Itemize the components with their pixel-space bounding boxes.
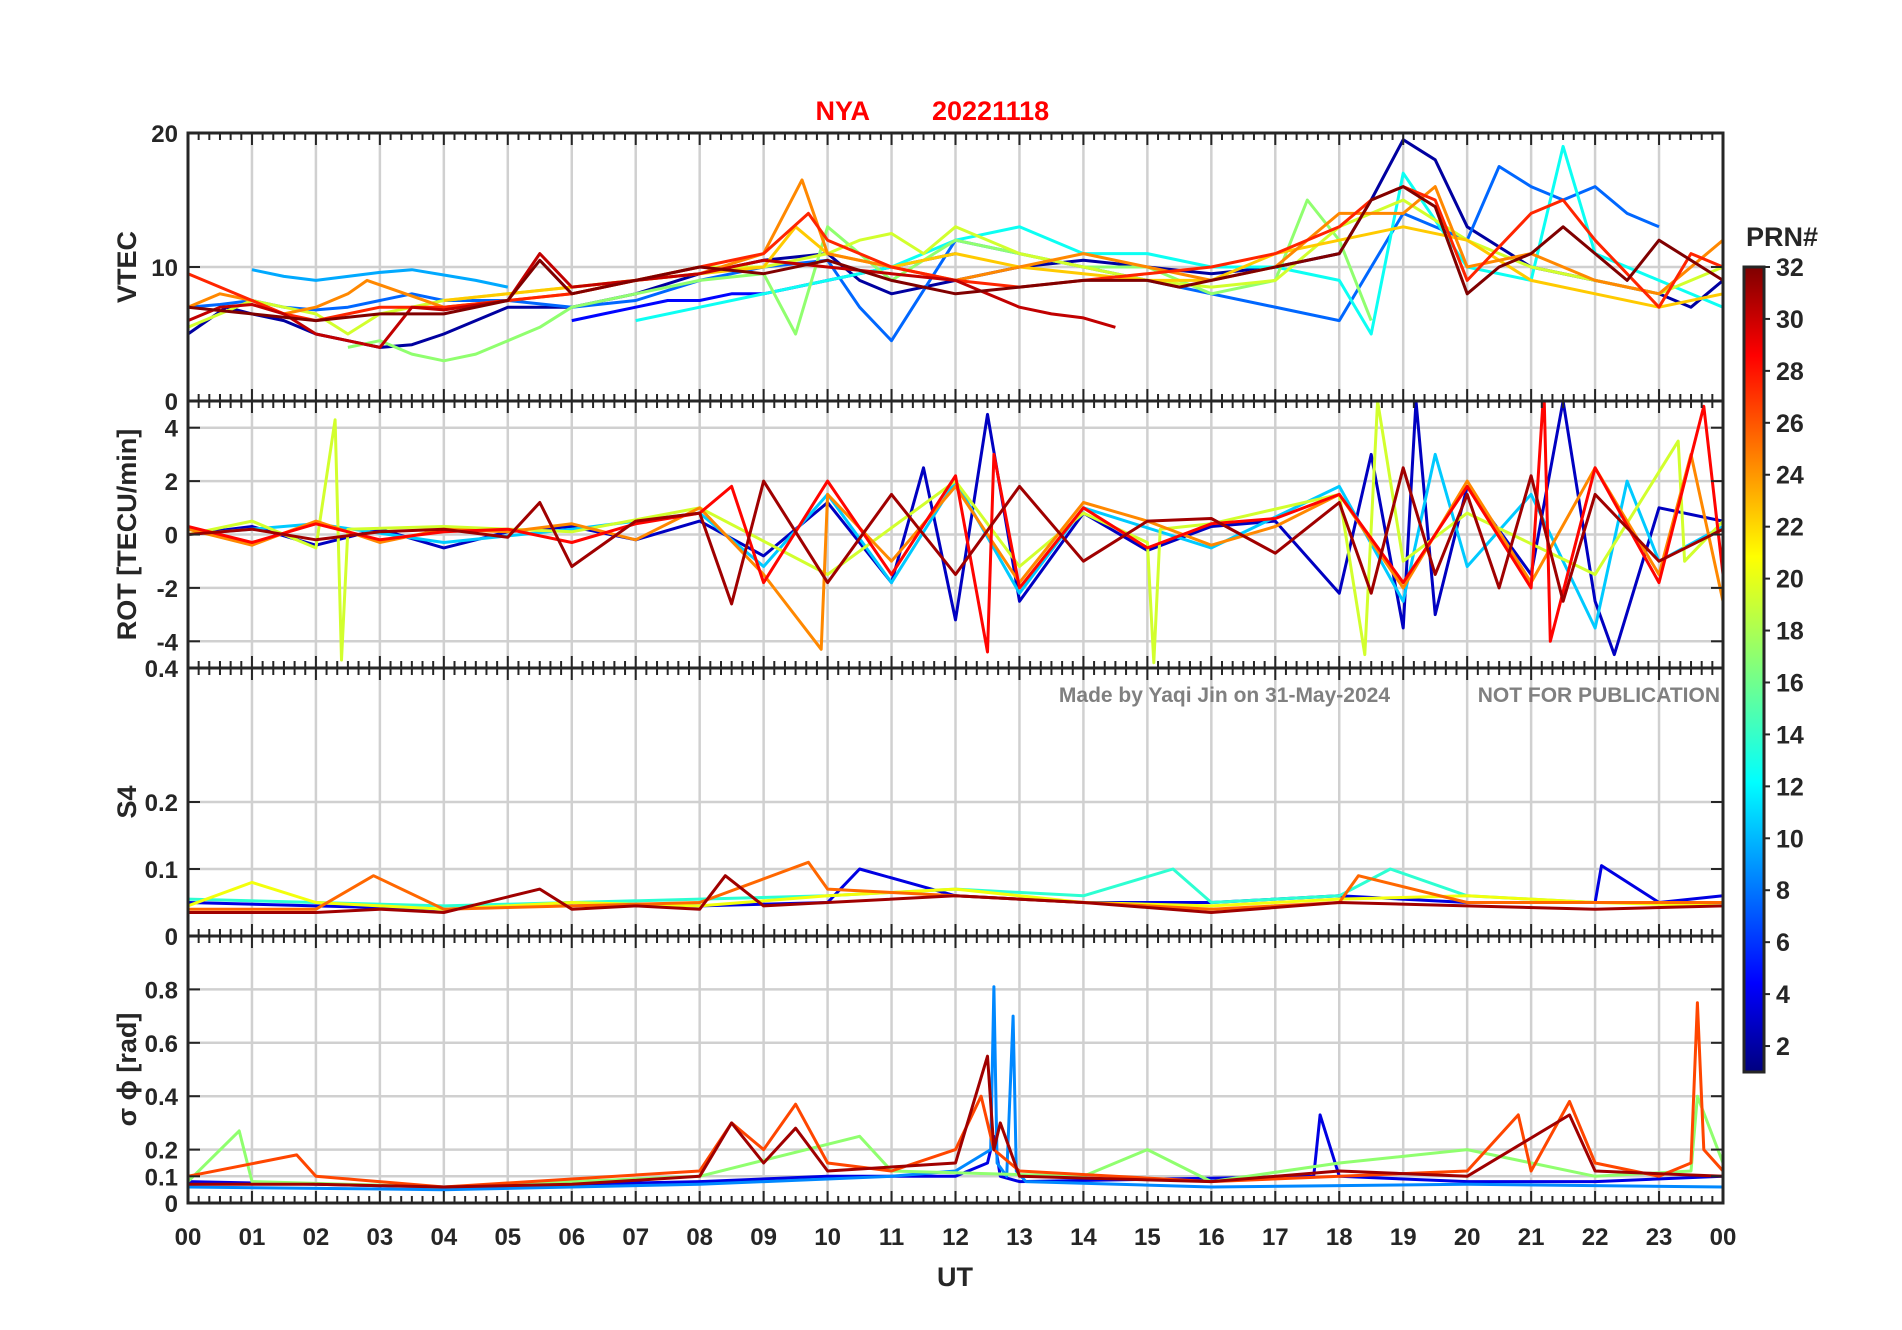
watermark: Made by Yaqi Jin on 31-May-2024 NOT FOR … <box>1059 684 1720 707</box>
x-tick-label: 17 <box>1262 1224 1289 1251</box>
plot-frame <box>186 934 1725 1205</box>
x-tick-label: 11 <box>879 1224 904 1251</box>
chart-title: NYA 20221118 <box>815 96 1049 126</box>
y-tick-label: 10 <box>151 255 178 282</box>
x-tick-label: 00 <box>1710 1224 1737 1251</box>
series-line-prn-17 <box>347 198 1373 363</box>
series-line-prn-25 <box>188 860 1723 911</box>
series-group <box>188 401 1723 665</box>
watermark-notice: NOT FOR PUBLICATION <box>1478 684 1720 707</box>
series-line-prn-10 <box>251 268 509 289</box>
x-tick-label: 10 <box>814 1224 841 1251</box>
x-tick-label: 03 <box>367 1224 394 1251</box>
panel-s4: 0 0.1 0.2 0.4 S4 <box>112 656 1725 951</box>
colorbar-tick-label: 10 <box>1776 825 1804 853</box>
x-tick-label: 05 <box>494 1224 521 1251</box>
x-tick-label: 07 <box>622 1224 649 1251</box>
y-tick-label: -4 <box>157 629 179 656</box>
title-date: 20221118 <box>932 96 1049 126</box>
series-line-prn-14 <box>188 867 1723 908</box>
colorbar-tick-label: 20 <box>1776 566 1804 594</box>
x-tick-label: 02 <box>303 1224 330 1251</box>
y-tick-label: 0.8 <box>145 977 178 1004</box>
colorbar-tick-label: 22 <box>1776 514 1804 542</box>
y-tick-label: 0.1 <box>145 857 178 884</box>
series-line-prn-31 <box>188 874 1723 914</box>
colorbar-tick-label: 32 <box>1776 254 1804 282</box>
series-line-prn-31 <box>188 1054 1723 1189</box>
series-line-prn-28 <box>188 401 1723 654</box>
y-tick-label: 0 <box>165 523 178 550</box>
y-tick-label: -2 <box>157 576 178 603</box>
x-tick-label: 22 <box>1582 1224 1609 1251</box>
series-line-prn-9 <box>188 985 1723 1192</box>
series-group <box>188 138 1723 363</box>
colorbar-tick-label: 14 <box>1776 721 1804 749</box>
series-group <box>188 985 1723 1192</box>
series-line-prn-19 <box>188 198 1723 336</box>
x-tick-label: 15 <box>1134 1224 1161 1251</box>
y-tick-label: 0.1 <box>145 1164 178 1191</box>
y-tick-label: 20 <box>151 121 178 148</box>
colorbar-tick-label: 28 <box>1776 358 1804 386</box>
x-tick-label: 16 <box>1198 1224 1225 1251</box>
x-tick-label: 20 <box>1454 1224 1481 1251</box>
x-tick-label: 00 <box>175 1224 202 1251</box>
x-axis: UT 00 01 02 03 04 05 06 07 08 09 10 11 12 13 14 15 16 17 1… <box>175 1224 1737 1292</box>
watermark-made-by: Made by Yaqi Jin on 31-May-2024 <box>1059 684 1390 707</box>
y-tick-label: 0.2 <box>145 790 178 817</box>
series-group <box>188 860 1723 914</box>
y-axis-label: VTEC <box>112 231 142 303</box>
y-axis-label: σ ϕ [rad] <box>112 1013 142 1127</box>
x-tick-label: 04 <box>430 1224 457 1251</box>
colorbar-tick-label: 4 <box>1776 981 1790 1009</box>
colorbar-tick-label: 12 <box>1776 773 1804 801</box>
colorbar-tick-label: 6 <box>1776 929 1790 957</box>
y-axis-label: S4 <box>112 785 142 818</box>
x-tick-label: 06 <box>558 1224 585 1251</box>
x-tick-label: 23 <box>1646 1224 1673 1251</box>
y-tick-label: 0.4 <box>145 656 179 683</box>
y-tick-label: 0 <box>165 924 178 951</box>
y-tick-label: 4 <box>165 416 179 443</box>
panel-rot: -4 -2 0 2 4 ROT [TECU/min] <box>112 399 1725 670</box>
colorbar-tick-label: 24 <box>1776 462 1804 490</box>
panel-sigma_phi: 00.10.2 0.4 0.6 0.8σ ϕ [rad] <box>112 934 1725 1218</box>
y-tick-label: 0.2 <box>145 1138 178 1165</box>
x-tick-label: 14 <box>1070 1224 1097 1251</box>
x-tick-label: 13 <box>1006 1224 1033 1251</box>
x-tick-label: 21 <box>1518 1224 1545 1251</box>
y-tick-label: 0.6 <box>145 1031 178 1058</box>
series-line-prn-30 <box>188 252 1116 349</box>
x-tick-label: 18 <box>1326 1224 1353 1251</box>
series-line-prn-24 <box>188 178 1723 316</box>
x-tick-label: 09 <box>750 1224 777 1251</box>
series-line-prn-32 <box>188 185 1723 323</box>
colorbar-gradient <box>1742 265 1766 1074</box>
colorbar-tick-label: 16 <box>1776 669 1804 697</box>
x-tick-label: 19 <box>1390 1224 1417 1251</box>
colorbar-label: PRN# <box>1746 222 1818 252</box>
colorbar-tick-label: 2 <box>1776 1033 1790 1061</box>
y-tick-label: 0 <box>165 1191 178 1218</box>
panel-vtec: 0 10 20 VTEC <box>112 121 1725 416</box>
y-tick-label: 0.4 <box>145 1084 179 1111</box>
title-station: NYA <box>815 96 870 126</box>
colorbar-tick-label: 30 <box>1776 306 1804 334</box>
y-axis-label: ROT [TECU/min] <box>112 429 142 640</box>
x-tick-label: 08 <box>686 1224 713 1251</box>
y-tick-label: 0 <box>165 389 178 416</box>
x-tick-label: 12 <box>942 1224 969 1251</box>
series-line-prn-31 <box>188 466 1723 606</box>
x-axis-label: UT <box>937 1262 973 1292</box>
y-tick-label: 2 <box>165 469 178 496</box>
colorbar-tick-label: 26 <box>1776 410 1804 438</box>
colorbar-tick-label: 8 <box>1776 877 1790 905</box>
colorbar-tick-label: 18 <box>1776 618 1804 646</box>
x-tick-label: 01 <box>239 1224 266 1251</box>
